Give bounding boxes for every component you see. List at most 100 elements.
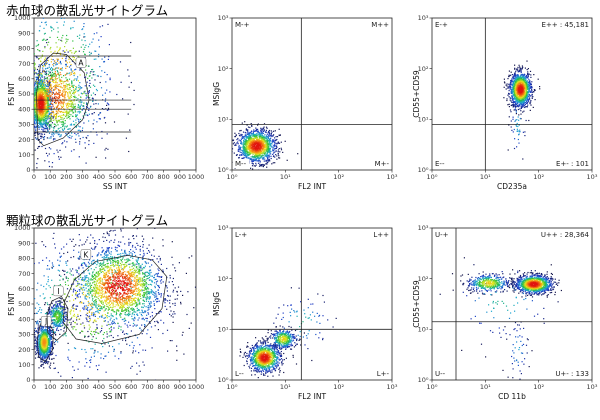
data-point [257,160,259,162]
data-point [40,121,42,123]
data-point [47,117,49,119]
data-point [7,43,8,44]
data-point [66,73,68,75]
data-point [40,111,42,114]
data-point [45,152,48,154]
data-point [49,121,51,123]
data-point [75,119,77,121]
data-point [52,119,54,121]
data-point [522,100,524,102]
data-point [32,136,33,137]
data-point [525,97,527,99]
data-point [257,140,259,142]
data-point [34,143,35,145]
data-point [70,96,72,98]
data-point [235,144,237,146]
data-point [69,88,71,91]
data-point [248,134,250,136]
data-point [508,70,510,72]
data-point [263,164,265,166]
data-point [40,90,43,92]
data-point [73,52,75,54]
data-point [19,169,20,170]
data-point [252,145,254,148]
data-point [46,90,48,92]
data-point [63,94,65,96]
data-point [55,125,57,127]
data-point [70,150,73,152]
data-point [66,79,68,81]
data-point [32,117,33,118]
data-point [515,80,517,82]
data-point [34,111,35,113]
data-point [37,119,39,121]
data-point [77,9,78,10]
data-point [10,75,11,76]
data-point [516,130,518,132]
data-point [503,97,505,99]
data-point [57,93,59,96]
data-point [91,97,93,100]
data-point [62,122,64,124]
data-point [48,90,50,92]
data-point [272,139,274,141]
data-point [107,103,109,105]
data-point [270,134,272,136]
data-point [265,142,267,144]
data-point [78,94,80,96]
data-point [261,156,263,158]
data-point [14,32,15,33]
data-point [34,53,35,55]
data-point [509,109,512,111]
data-point [30,84,31,85]
data-point [38,102,40,104]
data-point [237,137,239,140]
data-point [248,132,251,134]
data-point [58,67,60,69]
data-point [51,107,53,109]
data-point [266,136,268,138]
data-point [80,96,82,99]
data-point [27,116,28,117]
data-point [95,58,97,60]
data-point [251,131,253,133]
data-point [79,34,81,36]
data-point [525,99,527,102]
data-point [508,124,510,126]
data-point [50,84,52,86]
data-point [52,109,54,111]
data-point [49,101,51,103]
data-point [42,119,44,122]
data-point [55,84,57,86]
data-point [50,76,53,78]
data-point [19,85,20,86]
data-point [256,146,258,148]
data-point [514,109,516,111]
data-point [508,76,510,78]
data-point [271,146,273,148]
data-point [46,96,49,98]
data-point [42,99,44,101]
data-point [70,100,72,102]
data-point [19,12,20,13]
data-point [241,134,243,136]
quadrant-label-bg [233,20,250,29]
data-point [32,57,33,58]
data-point [81,101,83,103]
data-point [45,92,47,94]
data-point [39,142,41,144]
data-point [24,85,25,86]
data-point [92,38,94,40]
data-point [526,102,528,104]
data-point [96,32,98,34]
data-point [90,71,92,73]
data-point [101,137,103,139]
data-point [509,99,511,101]
data-point [79,107,81,109]
data-point [514,68,516,70]
data-point [7,74,8,75]
data-point [71,60,74,62]
data-point [34,62,35,64]
data-point [43,96,45,98]
data-point [511,86,513,88]
